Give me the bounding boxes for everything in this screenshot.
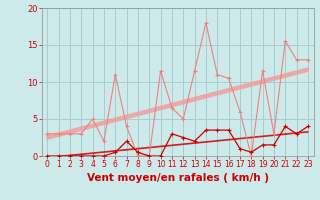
X-axis label: Vent moyen/en rafales ( km/h ): Vent moyen/en rafales ( km/h ) <box>87 173 268 183</box>
